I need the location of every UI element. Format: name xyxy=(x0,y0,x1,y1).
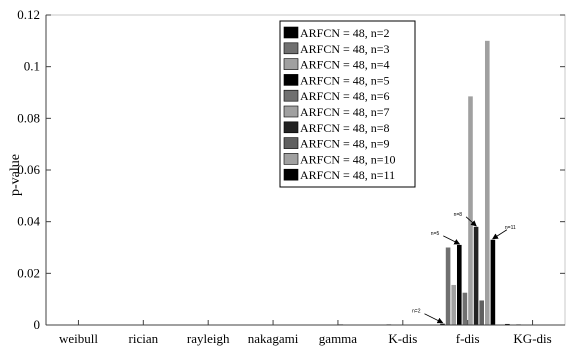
legend-entry: ARFCN = 48, n=2 xyxy=(300,26,390,40)
annotations-group: n=2 n=5 n=8 n=11 xyxy=(412,212,516,324)
legend-box xyxy=(279,20,416,188)
bars-group xyxy=(338,40,521,325)
legend-entry: ARFCN = 48, n=10 xyxy=(300,152,396,166)
bar-arfcn-48-n-11-f-dis xyxy=(490,239,496,325)
legend-swatch xyxy=(283,137,299,149)
bar-arfcn-48-n-2-kg-dis xyxy=(505,323,510,325)
x-tick-label: KG-dis xyxy=(513,331,551,346)
y-tick-label: 0 xyxy=(34,317,41,332)
bar-arfcn-48-n-9-f-dis xyxy=(479,300,484,325)
y-axis-label: p-value xyxy=(8,154,23,196)
x-tick-label: nakagami xyxy=(248,331,299,346)
legend-swatch xyxy=(283,153,299,165)
bar-arfcn-48-n-6-f-dis xyxy=(462,292,468,325)
legend-swatch xyxy=(283,89,299,102)
annotation-label: n=11 xyxy=(505,225,516,231)
legend-swatch xyxy=(283,105,299,118)
y-tick-label: 0.04 xyxy=(17,214,40,229)
legend-swatch xyxy=(283,26,299,39)
y-tick-label: 0.12 xyxy=(17,7,40,22)
legend-entry: ARFCN = 48, n=4 xyxy=(300,58,390,72)
legend-entry: ARFCN = 48, n=8 xyxy=(300,121,390,135)
legend-entry: ARFCN = 48, n=11 xyxy=(300,168,395,182)
x-tick-label: f-dis xyxy=(456,331,480,346)
legend-entry: ARFCN = 48, n=6 xyxy=(300,89,390,103)
bar-arfcn-48-n-7-f-dis xyxy=(468,96,473,325)
bar-arfcn-48-n-10-f-dis xyxy=(484,40,490,325)
y-tick-label: 0.08 xyxy=(17,110,40,125)
y-tick-label: 0.02 xyxy=(17,265,40,280)
legend-swatch xyxy=(283,121,299,134)
legend-swatch xyxy=(283,74,299,86)
bar-arfcn-48-n-4-f-dis xyxy=(451,284,456,325)
legend-entry: ARFCN = 48, n=3 xyxy=(300,42,390,56)
annotation-label: n=8 xyxy=(454,212,463,218)
legend-entry: ARFCN = 48, n=7 xyxy=(300,105,390,119)
bar-arfcn-48-n-5-f-dis xyxy=(456,244,462,325)
annotation-arrow xyxy=(465,216,477,227)
y-tick-label: 0.06 xyxy=(17,162,40,177)
legend-swatch xyxy=(283,42,299,55)
legend-entry: ARFCN = 48, n=9 xyxy=(300,137,390,151)
legend-entry: ARFCN = 48, n=5 xyxy=(300,73,390,87)
annotation-arrow xyxy=(492,229,508,240)
x-tick-label: weibull xyxy=(59,331,98,346)
legend: ARFCN = 48, n=2 ARFCN = 48, n=3 ARFCN = 48… xyxy=(279,20,416,188)
bar-arfcn-48-n-8-f-dis xyxy=(473,226,479,325)
legend-swatch xyxy=(283,168,299,181)
y-tick-label: 0.1 xyxy=(24,59,40,74)
x-tick-label: K-dis xyxy=(388,331,417,346)
annotation-arrow xyxy=(443,235,461,245)
axes-group: 0 0.02 0.04 0.06 0.08 0.1 0.12 weibull rician ray… xyxy=(17,7,565,346)
x-tick-label: rayleigh xyxy=(187,331,230,346)
annotation-label: n=2 xyxy=(412,309,421,315)
legend-swatch xyxy=(283,58,299,70)
x-tick-label: rician xyxy=(129,331,159,346)
annotation-label: n=5 xyxy=(431,231,440,237)
x-tick-label: gamma xyxy=(319,331,357,346)
bar-arfcn-48-n-3-f-dis xyxy=(445,247,451,325)
annotation-arrow xyxy=(424,313,444,324)
bar-arfcn-48-n-2-f-dis xyxy=(440,323,445,325)
